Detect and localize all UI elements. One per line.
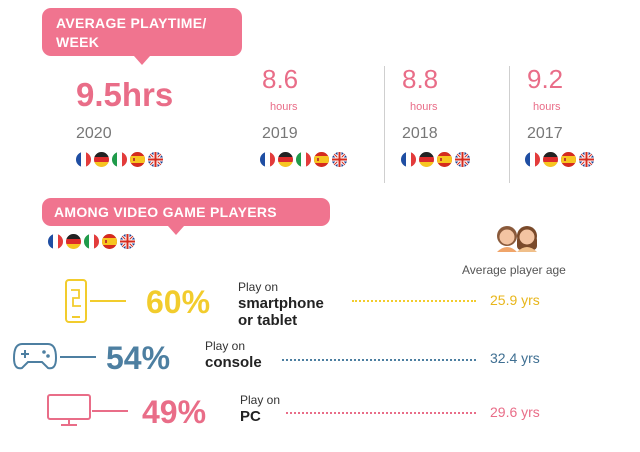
- players-title-bubble: AMONG VIDEO GAME PLAYERS: [42, 198, 330, 235]
- year-2017-flags: [525, 152, 594, 167]
- console-dotted-line: [282, 359, 476, 361]
- year-2019-label: 2019: [262, 125, 298, 142]
- smartphone-label: smartphone or tablet: [238, 295, 324, 329]
- column-divider: [384, 66, 385, 183]
- players-flags: [48, 234, 135, 249]
- smartphone-play-on: Play on: [238, 280, 279, 294]
- year-2020-value: 9.5hrs: [76, 76, 174, 113]
- italy-flag-icon: [112, 152, 127, 167]
- year-2019-unit: hours: [270, 101, 298, 113]
- uk-flag-icon: [455, 152, 470, 167]
- year-2018-label: 2018: [402, 125, 438, 142]
- playtime-title-line1: AVERAGE PLAYTIME/: [56, 15, 207, 31]
- smartphone-icon: [65, 279, 87, 323]
- tablet-label-line: or tablet: [238, 312, 298, 329]
- year-2020-flags: [76, 152, 163, 167]
- spain-flag-icon: [130, 152, 145, 167]
- pc-percentage: 49%: [142, 394, 207, 430]
- console-average-age: 32.4 yrs: [490, 350, 540, 366]
- player-avatars-icon: [497, 226, 537, 252]
- console-percentage: 54%: [106, 340, 171, 376]
- year-2020-label: 2020: [76, 125, 112, 142]
- pc-play-on: Play on: [240, 393, 281, 407]
- year-2018-unit: hours: [410, 101, 438, 113]
- players-title: AMONG VIDEO GAME PLAYERS: [54, 204, 277, 220]
- playtime-title-line2: WEEK: [56, 34, 100, 50]
- france-flag-icon: [401, 152, 416, 167]
- smartphone-percentage: 60%: [146, 284, 211, 320]
- italy-flag-icon: [296, 152, 311, 167]
- spain-flag-icon: [314, 152, 329, 167]
- pc-average-age: 29.6 yrs: [490, 404, 540, 420]
- germany-flag-icon: [278, 152, 293, 167]
- germany-flag-icon: [543, 152, 558, 167]
- uk-flag-icon: [332, 152, 347, 167]
- germany-flag-icon: [419, 152, 434, 167]
- smartphone-dotted-line: [352, 300, 476, 302]
- gamepad-icon: [12, 343, 58, 370]
- year-2018-value: 8.8: [402, 64, 439, 94]
- console-label: console: [205, 354, 262, 371]
- year-2018-flags: [401, 152, 470, 167]
- france-flag-icon: [76, 152, 91, 167]
- playtime-title-bubble: AVERAGE PLAYTIME/ WEEK: [42, 8, 242, 65]
- uk-flag-icon: [148, 152, 163, 167]
- console-play-on: Play on: [205, 339, 246, 353]
- italy-flag-icon: [84, 234, 99, 249]
- france-flag-icon: [525, 152, 540, 167]
- smartphone-label-line: smartphone: [238, 295, 324, 312]
- smartphone-connector-line: [90, 300, 126, 302]
- france-flag-icon: [48, 234, 63, 249]
- pc-label: PC: [240, 408, 261, 425]
- console-connector-line: [60, 356, 96, 358]
- monitor-icon: [47, 394, 91, 426]
- year-2017-unit: hours: [533, 101, 561, 113]
- spain-flag-icon: [561, 152, 576, 167]
- france-flag-icon: [260, 152, 275, 167]
- spain-flag-icon: [102, 234, 117, 249]
- year-2019-flags: [260, 152, 347, 167]
- germany-flag-icon: [94, 152, 109, 167]
- year-2017-label: 2017: [527, 125, 563, 142]
- uk-flag-icon: [579, 152, 594, 167]
- year-2019-value: 8.6: [262, 64, 299, 94]
- uk-flag-icon: [120, 234, 135, 249]
- average-age-title: Average player age: [462, 263, 566, 277]
- spain-flag-icon: [437, 152, 452, 167]
- column-divider: [509, 66, 510, 183]
- year-2017-value: 9.2: [527, 64, 564, 94]
- germany-flag-icon: [66, 234, 81, 249]
- pc-connector-line: [92, 410, 128, 412]
- pc-dotted-line: [286, 412, 476, 414]
- smartphone-average-age: 25.9 yrs: [490, 292, 540, 308]
